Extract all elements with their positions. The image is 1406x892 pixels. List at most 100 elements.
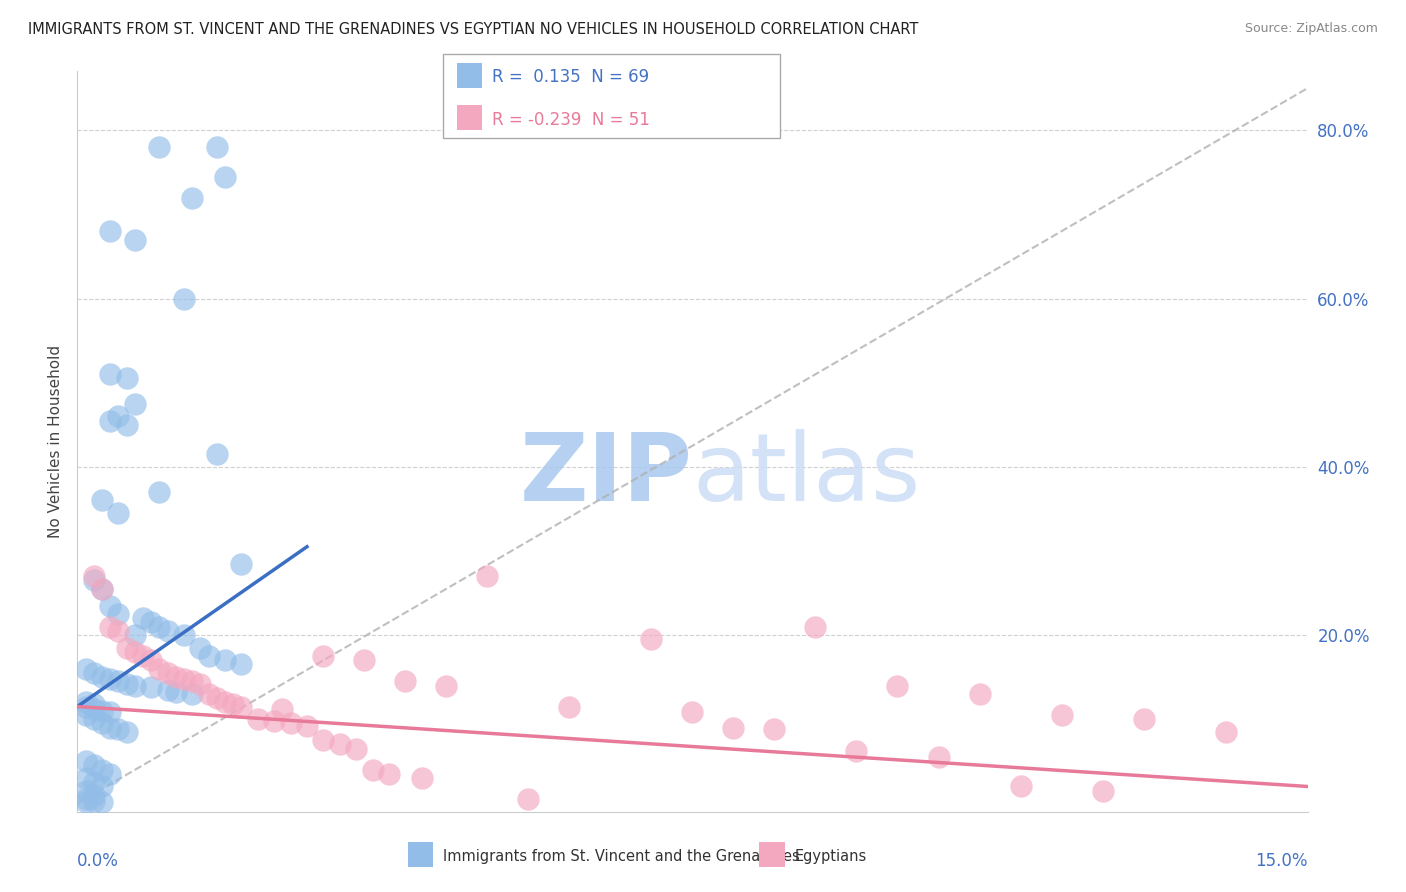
Point [75,695,97,709]
Text: Source: ZipAtlas.com: Source: ZipAtlas.com [1244,22,1378,36]
Point [1215,724,1237,739]
Point [98,599,121,613]
Point [90,704,114,718]
Point [804,619,827,633]
Point [411,771,433,785]
Point [231,557,253,571]
Point [1132,712,1154,726]
Point [115,677,138,691]
Point [98,767,121,781]
Point [132,611,155,625]
Y-axis label: No Vehicles in Household: No Vehicles in Household [48,345,63,538]
Point [90,582,114,596]
Point [165,685,187,699]
Point [148,140,170,154]
Point [98,224,121,238]
Point [75,754,97,768]
Point [83,775,105,789]
Point [75,662,97,676]
Point [124,233,146,247]
Text: 15.0%: 15.0% [1256,853,1308,871]
Point [107,674,129,689]
Point [115,417,138,432]
Point [156,665,179,680]
Point [75,771,97,785]
Point [312,733,335,747]
Point [1010,780,1032,794]
Point [312,649,335,664]
Point [1091,783,1114,797]
Point [165,670,187,684]
Point [214,695,236,709]
Point [271,702,294,716]
Point [205,447,228,461]
Point [98,672,121,686]
Point [295,719,318,733]
Point [188,640,212,655]
Point [214,653,236,667]
Point [90,493,114,508]
Point [1050,708,1073,723]
Point [148,662,170,676]
Point [222,697,245,711]
Point [361,763,384,777]
Point [107,607,129,621]
Point [98,368,121,382]
Point [436,679,458,693]
Point [124,679,146,693]
Point [246,712,269,726]
Point [124,628,146,642]
Text: atlas: atlas [693,429,921,521]
Point [197,687,219,701]
Point [148,619,170,633]
Point [83,702,105,716]
Point [205,140,228,154]
Point [231,657,253,672]
Point [90,670,114,684]
Text: R = -0.239  N = 51: R = -0.239 N = 51 [492,111,650,128]
Point [723,721,745,735]
Point [181,674,204,689]
Point [214,169,236,184]
Point [83,794,105,808]
Point [90,795,114,809]
Point [156,682,179,697]
Point [197,649,219,664]
Point [107,723,129,737]
Point [173,292,195,306]
Point [640,632,662,647]
Text: Egyptians: Egyptians [794,849,866,863]
Point [886,679,908,693]
Point [517,792,540,806]
Point [181,687,204,701]
Point [378,767,401,781]
Point [107,409,129,424]
Text: Immigrants from St. Vincent and the Grenadines: Immigrants from St. Vincent and the Gren… [443,849,800,863]
Point [205,691,228,706]
Point [845,744,868,758]
Point [90,716,114,731]
Text: 0.0%: 0.0% [77,853,120,871]
Point [83,788,105,802]
Point [83,697,105,711]
Point [83,712,105,726]
Point [141,615,163,630]
Point [969,687,991,701]
Point [83,574,105,588]
Point [124,397,146,411]
Point [124,645,146,659]
Text: IMMIGRANTS FROM ST. VINCENT AND THE GRENADINES VS EGYPTIAN NO VEHICLES IN HOUSEH: IMMIGRANTS FROM ST. VINCENT AND THE GREN… [28,22,918,37]
Point [682,706,704,720]
Point [173,672,195,686]
Point [344,741,367,756]
Point [75,792,97,806]
Point [280,716,302,731]
Point [75,783,97,797]
Point [107,506,129,520]
Point [98,706,121,720]
Point [156,624,179,638]
Point [329,738,352,752]
Point [90,780,114,794]
Point [98,619,121,633]
Point [263,714,285,728]
